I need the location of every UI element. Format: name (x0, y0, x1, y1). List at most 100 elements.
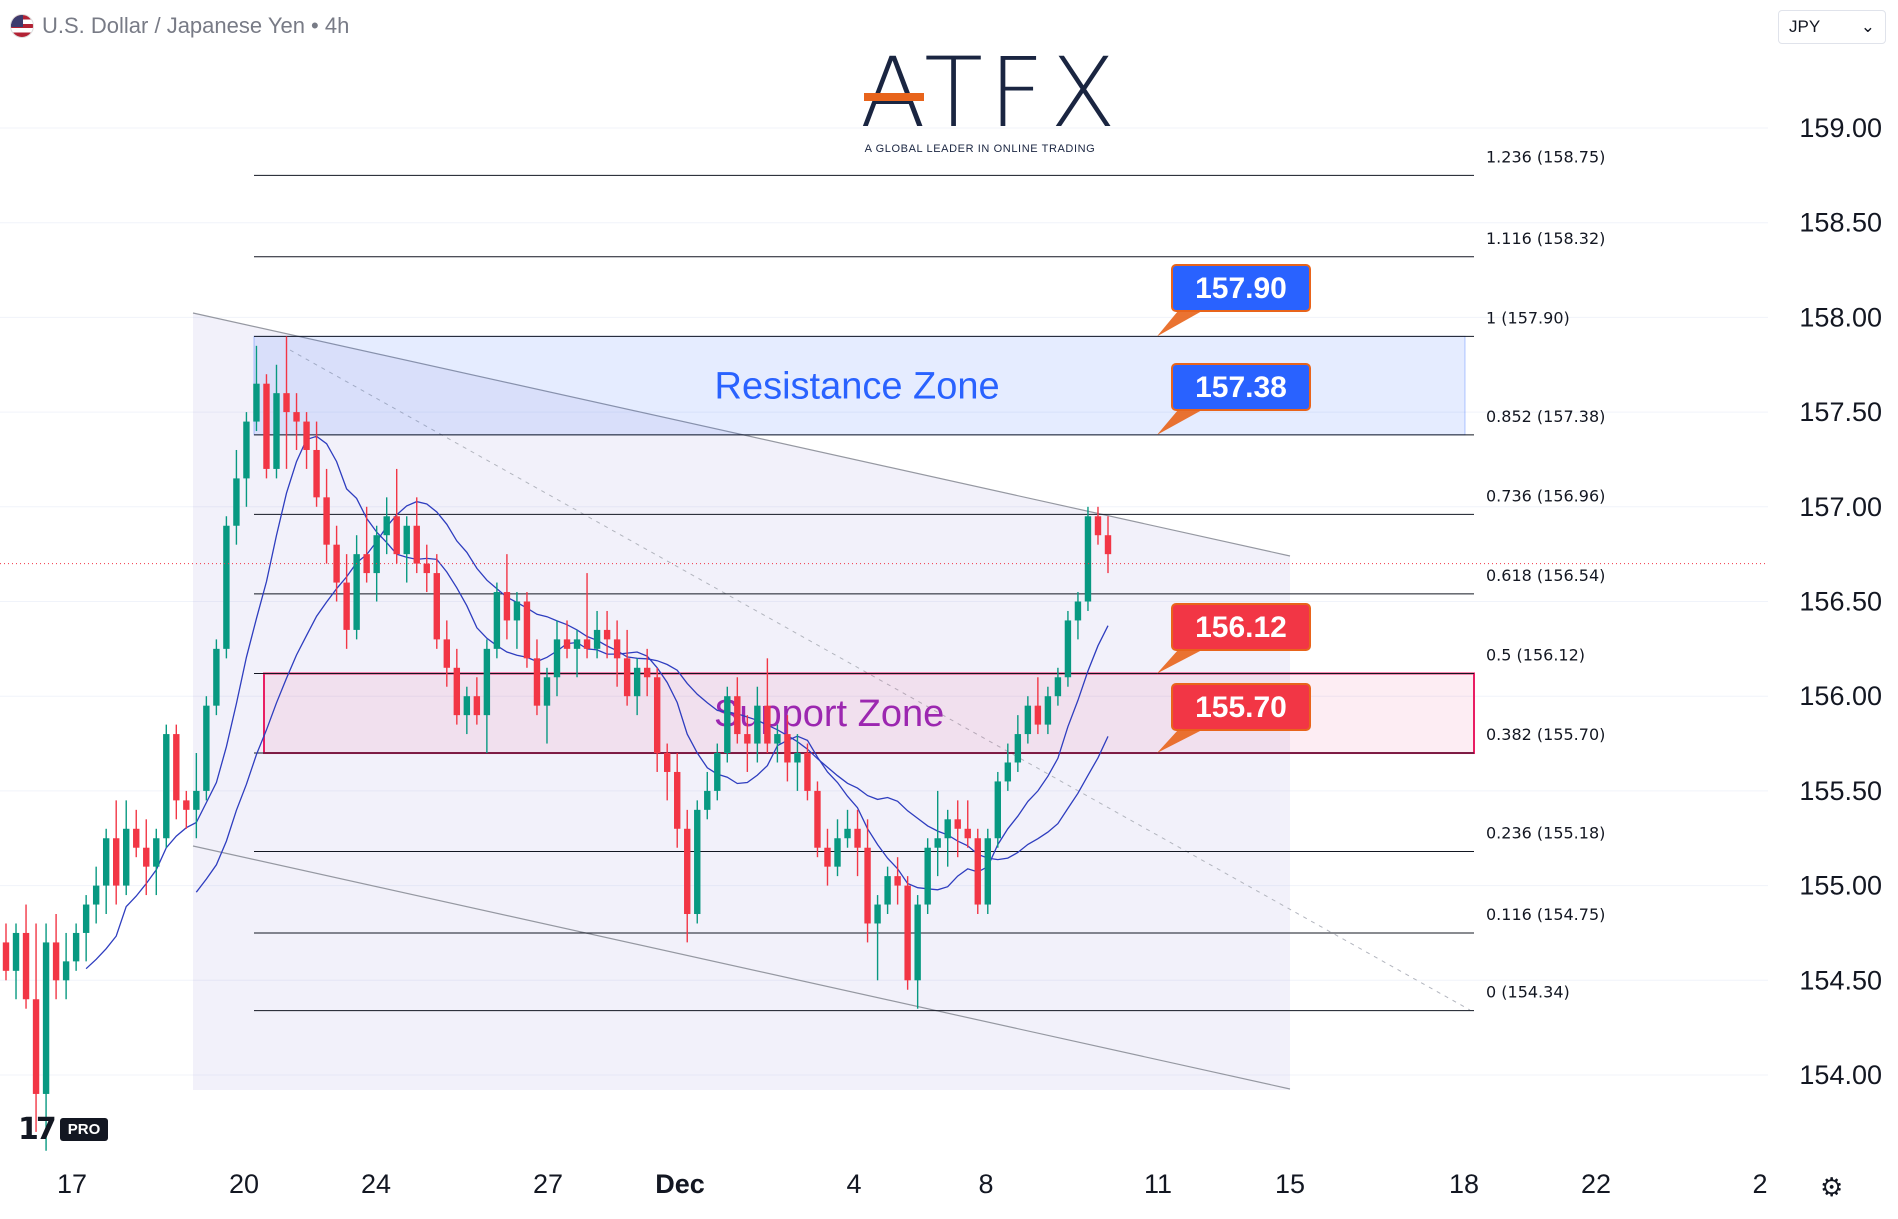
candle-body (52, 942, 60, 981)
candle (824, 828, 831, 886)
price-callout: 157.38 (1157, 363, 1311, 435)
candle (734, 677, 741, 744)
candle (653, 667, 661, 772)
fib-label: 0.736 (156.96) (1486, 486, 1605, 505)
time-tick-label: 17 (57, 1169, 87, 1199)
time-tick-label: 20 (229, 1169, 259, 1199)
fib-label: 0 (154.34) (1486, 983, 1570, 1002)
candle (223, 516, 230, 659)
candle (924, 838, 931, 915)
candle (82, 895, 90, 962)
candle-body (583, 639, 591, 649)
callout-value: 157.90 (1195, 272, 1287, 305)
candle (283, 336, 290, 469)
candle-body (744, 734, 751, 744)
candle-body (553, 639, 561, 678)
candle-body (413, 525, 420, 564)
candle-body (784, 734, 791, 763)
price-tick-label: 156.00 (1799, 681, 1882, 711)
candle-body (894, 876, 901, 886)
candle (193, 753, 200, 839)
candle-body (193, 790, 200, 810)
candle-body (543, 677, 551, 706)
candle-body (383, 516, 390, 536)
candle (714, 743, 721, 801)
candle (513, 592, 521, 649)
candle-body (653, 677, 661, 754)
candle (754, 686, 761, 763)
candle (383, 497, 390, 555)
candle-body (102, 838, 110, 886)
time-axis[interactable]: 17 20 24 27 Dec 4 8 11 15 18 22 2 (57, 1169, 1768, 1199)
candle (794, 734, 801, 791)
moving-average-line (195, 500, 1109, 893)
price-tick-label: 158.00 (1799, 302, 1882, 332)
candle-body (1064, 620, 1072, 678)
time-tick-label: 18 (1449, 1169, 1479, 1199)
candle (593, 610, 601, 659)
candle (123, 800, 130, 896)
candle-body (453, 667, 461, 716)
candle (303, 412, 310, 469)
fib-label: 0.236 (155.18) (1486, 824, 1605, 843)
candle-body (974, 838, 981, 905)
candle-body (884, 876, 891, 905)
candle-body (593, 629, 601, 649)
price-tick-label: 154.50 (1799, 965, 1882, 995)
candle (12, 923, 20, 1000)
candle-body (674, 771, 681, 829)
candle (914, 895, 921, 1009)
callout-value: 157.38 (1195, 371, 1287, 404)
price-callout: 156.12 (1157, 603, 1311, 674)
candle (543, 667, 551, 744)
candle-body (684, 828, 691, 915)
candle-body (443, 639, 450, 668)
candle (293, 393, 300, 450)
price-axis[interactable]: 159.00 158.50 158.00 157.50 157.00 156.50 156.… (1799, 113, 1882, 1090)
candle (1054, 667, 1062, 706)
settings-icon[interactable]: ⚙ (1820, 1172, 1844, 1202)
candle-body (433, 573, 440, 640)
candle (704, 771, 711, 820)
candle (233, 449, 240, 545)
callout-pointer (1157, 410, 1202, 435)
candle (724, 686, 731, 763)
candle-body (984, 838, 991, 905)
candle-body (934, 838, 941, 848)
us-flag-icon (10, 14, 34, 38)
candle (363, 506, 370, 583)
chevron-down-icon: ⌄ (1860, 17, 1875, 36)
candle (1014, 715, 1022, 772)
time-tick-label: 2 (1752, 1169, 1767, 1199)
zone-label: Support Zone (714, 693, 944, 735)
candle (443, 620, 450, 687)
candle-body (303, 421, 310, 450)
candle (113, 800, 120, 905)
currency-select[interactable]: JPY ⌄ (1778, 10, 1886, 44)
candle-body (483, 648, 491, 716)
candle (583, 573, 591, 659)
symbol-header[interactable]: U.S. Dollar / Japanese Yen • 4h (10, 10, 349, 42)
candle (173, 724, 180, 820)
candle-body (914, 904, 921, 981)
fib-label: 0.116 (154.75) (1486, 905, 1605, 924)
tradingview-logo[interactable]: 17 PRO (18, 1112, 109, 1147)
candle (243, 412, 250, 507)
candle-body (794, 753, 801, 763)
candle (834, 819, 841, 877)
candle (353, 535, 360, 640)
candle-body (133, 828, 140, 848)
callout-box (1171, 683, 1311, 731)
candle-body (273, 393, 280, 469)
candle (633, 658, 641, 716)
candle (32, 923, 40, 1132)
candle (884, 866, 891, 915)
candle (143, 819, 150, 896)
candle-body (143, 847, 150, 867)
candle-body (473, 696, 481, 716)
time-tick-label: 22 (1581, 1169, 1611, 1199)
candle-body (1084, 516, 1092, 602)
candle (874, 895, 881, 981)
candle (493, 582, 501, 659)
